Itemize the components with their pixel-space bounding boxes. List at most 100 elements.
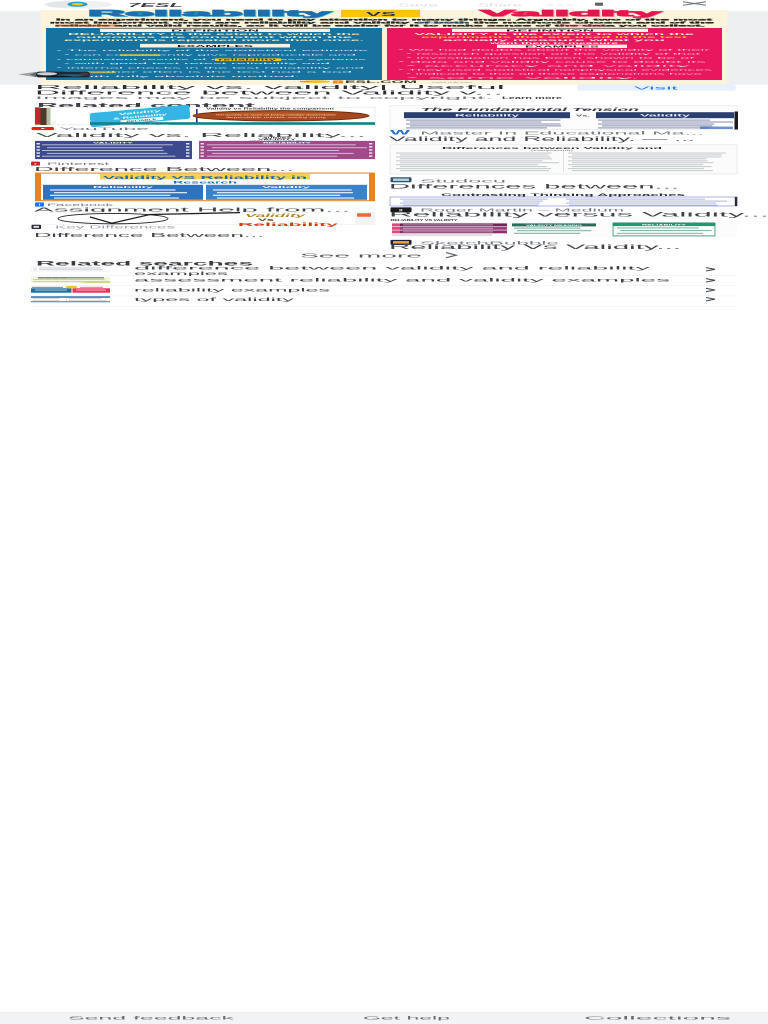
svg-text:• We had doubts about the vali: • We had doubts about the validity of th… <box>398 48 712 51</box>
svg-text:Validity vs Reliability the co: Validity vs Reliability the comparison <box>206 107 336 110</box>
svg-text:reliability examples: reliability examples <box>134 287 334 292</box>
svg-text:Differences between Validity a: Differences between Validity and <box>442 146 663 150</box>
svg-text:• investigation has been shown: • investigation has been shown to be of <box>406 56 697 59</box>
svg-text:• with good test retest reliab: • with good test retest reliability and <box>64 62 336 65</box>
svg-text:english study online: english study online <box>432 81 474 84</box>
svg-text:the quality or state of being: the quality or state of being reliable d… <box>216 113 336 116</box>
svg-text:7ESL: 7ESL <box>128 3 183 9</box>
svg-text:VALIDITY: VALIDITY <box>93 141 135 144</box>
svg-text:difference between validity an: difference between validity and reliabil… <box>134 266 655 271</box>
svg-text:• consistent results of effect: • consistent results of effectiveness sy… <box>56 58 373 61</box>
svg-text:assessment reliability and val: assessment reliability and validity exam… <box>134 278 675 283</box>
svg-text:experiment is repeated more th: experiment is repeated more than once. <box>64 39 366 42</box>
svg-text:Get help: Get help <box>363 1016 453 1021</box>
svg-text:The Fundamental Tension: The Fundamental Tension <box>421 107 641 112</box>
svg-text:Contrasting Thinking Approache: Contrasting Thinking Approaches <box>441 193 685 197</box>
svg-text:• They used statistical nonphy: • They used statistical nonphysical evid… <box>398 68 718 71</box>
svg-text:Reliability: Reliability <box>455 114 520 118</box>
svg-text:Facebook: Facebook <box>47 202 113 207</box>
svg-text:Reliability: Reliability <box>238 222 339 228</box>
svg-text:VS: VS <box>366 12 397 18</box>
svg-text:& Reliability: & Reliability <box>113 112 169 121</box>
svg-text:Related content: Related content <box>37 102 255 109</box>
svg-text:Save: Save <box>398 2 441 7</box>
svg-text:Differences between...: Differences between... <box>389 185 681 191</box>
svg-text:f: f <box>39 203 41 207</box>
svg-text:dependable reliable worthy tru: dependable reliable worthy trusty <box>226 116 326 119</box>
svg-text:SURVEY: SURVEY <box>263 138 294 140</box>
svg-text:See more: See more <box>300 253 423 259</box>
svg-text:• can consistently give reprod: • can consistently give reproducible and <box>64 54 362 57</box>
svg-text:• internal checks in the test: • internal checks in the test reliabilit… <box>56 66 370 69</box>
svg-text:Share: Share <box>478 2 525 7</box>
svg-text:Validity vs. Reliability...: Validity vs. Reliability... <box>36 133 366 139</box>
svg-text:Validity VS Reliability in: Validity VS Reliability in <box>103 175 308 180</box>
svg-text:Reliability vs. validity| Usef: Reliability vs. validity| Useful <box>35 85 505 91</box>
svg-text:Difference Between...: Difference Between... <box>34 167 294 173</box>
svg-text:Difference Between...: Difference Between... <box>34 233 264 239</box>
svg-text:RELIABILITY: RELIABILITY <box>642 224 688 227</box>
svg-text:M: M <box>399 208 402 212</box>
svg-text:Learn more: Learn more <box>502 95 564 100</box>
svg-text:Reliability versus Validity...: Reliability versus Validity... <box>389 213 768 219</box>
svg-text:actually measure what you: actually measure what you <box>443 39 668 42</box>
svg-text:DEFINITION: DEFINITION <box>171 29 259 33</box>
svg-text:Send feedback: Send feedback <box>68 1016 239 1021</box>
svg-text:xxxx: xxxx <box>37 277 69 279</box>
svg-text:Vs.: Vs. <box>576 114 591 118</box>
svg-text:Master In Educational Ma...: Master In Educational Ma... <box>420 130 704 136</box>
svg-text:most important ones are reliab: most important ones are reliability and … <box>50 21 717 25</box>
svg-text:Validity: Validity <box>640 114 691 118</box>
svg-text:RELIABILITY: RELIABILITY <box>263 141 313 144</box>
svg-text:RELIABLE: RELIABLE <box>126 118 158 124</box>
svg-text:W: W <box>390 131 411 137</box>
svg-text:ESL.COM: ESL.COM <box>345 80 418 84</box>
svg-text:www.youtube.com: www.youtube.com <box>120 123 171 126</box>
svg-text:outcomes are consistent when t: outcomes are consistent when the <box>76 36 356 39</box>
svg-text:• indicate to that all these e: • indicate to that all these explanation… <box>406 72 707 75</box>
svg-text:xxx: xxx <box>545 2 579 7</box>
svg-text:EXAMPLES: EXAMPLES <box>525 44 600 48</box>
svg-text:• The reliability of the stati: • The reliability of the statistical est… <box>56 49 374 52</box>
svg-text:reliability: reliability <box>218 59 280 62</box>
svg-text:• some validity.: • some validity. <box>406 76 647 79</box>
svg-text:Vs: Vs <box>258 218 274 222</box>
svg-text:Studocu: Studocu <box>420 178 508 184</box>
svg-text:Research: Research <box>173 179 239 184</box>
svg-text:Validity and Reliability. — ..: Validity and Reliability. — ... <box>389 137 696 143</box>
svg-text:RELIABILITY is the extent to w: RELIABILITY is the extent to which the <box>68 33 364 36</box>
svg-text:• another often is the test ha: • another often is the test had a bad <box>64 71 358 74</box>
svg-text:Images may be subject to copyr: Images may be subject to copyright. <box>35 95 493 100</box>
svg-text:7: 7 <box>337 80 339 84</box>
svg-text:Roger Martin – Medium: Roger Martin – Medium <box>420 208 624 214</box>
svg-text:Visit: Visit <box>634 85 682 90</box>
svg-text:• data and validity cause to d: • data and validity cause to doubt its <box>398 60 714 63</box>
svg-text:Assignment Help from...: Assignment Help from... <box>34 207 350 213</box>
svg-text:want them to measure: want them to measure <box>490 42 621 45</box>
svg-text:Collections: Collections <box>584 1016 736 1021</box>
svg-text:Validity: Validity <box>262 185 312 189</box>
svg-text:Validity: Validity <box>481 10 665 19</box>
svg-text:Reliability: Reliability <box>93 185 155 189</box>
svg-text:(comparison): (comparison) <box>531 149 574 152</box>
svg-text:VALIDITY MEANING: VALIDITY MEANING <box>526 224 583 227</box>
svg-text:SketchBubble: SketchBubble <box>420 241 561 247</box>
svg-text:DEFINITION: DEFINITION <box>506 29 594 33</box>
svg-text:Key Differences: Key Differences <box>55 225 175 230</box>
svg-text:• research question on the val: • research question on the validity of t… <box>406 52 703 55</box>
svg-text:Related searches: Related searches <box>36 261 255 268</box>
svg-text:In an experiment, you need to: In an experiment, you need to pay attent… <box>56 18 713 22</box>
svg-text:experiments that are used in t: experiments that are used in the test <box>421 36 688 39</box>
svg-text:EXAMPLES: EXAMPLES <box>177 44 253 48</box>
svg-text:RELIABILITY VS VALIDITY: RELIABILITY VS VALIDITY <box>391 219 459 222</box>
svg-text:Validity: Validity <box>245 213 307 218</box>
svg-text:VALIDITY: VALIDITY <box>258 138 299 141</box>
svg-text:P: P <box>34 162 36 166</box>
svg-text:VALIDITY is the extent to whic: VALIDITY is the extent to which the <box>414 33 698 36</box>
svg-text:Reliability Vs Validity...: Reliability Vs Validity... <box>389 245 683 251</box>
svg-text:Validity: Validity <box>480 9 664 18</box>
svg-text:• accuracy and validity: • accuracy and validity <box>406 64 702 67</box>
svg-text:Pinterest: Pinterest <box>47 161 112 166</box>
svg-text:types of validity: types of validity <box>134 297 298 302</box>
svg-text:Validity: Validity <box>119 108 162 116</box>
